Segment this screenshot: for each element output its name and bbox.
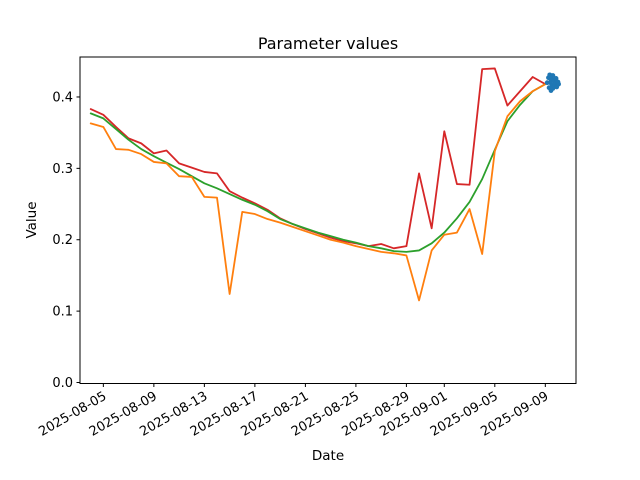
chart-title: Parameter values <box>258 34 398 53</box>
plot-area: 0.00.10.20.30.42025-08-052025-08-092025-… <box>36 56 577 440</box>
y-axis-label: Value <box>24 201 40 238</box>
axes-spines <box>79 56 577 384</box>
blue-endpoint-cluster-point <box>553 76 559 81</box>
blue-endpoint-cluster-point <box>550 73 556 78</box>
blue-endpoint-cluster-point <box>556 81 561 87</box>
orange-line <box>89 83 547 302</box>
y-tick-label: 0.3 <box>52 162 73 177</box>
y-tick-label: 0.1 <box>52 305 73 320</box>
y-tick-label: 0.0 <box>52 376 73 391</box>
x-axis-label: Date <box>312 448 344 464</box>
y-tick-label: 0.4 <box>52 90 73 105</box>
y-tick-label: 0.2 <box>52 233 73 248</box>
